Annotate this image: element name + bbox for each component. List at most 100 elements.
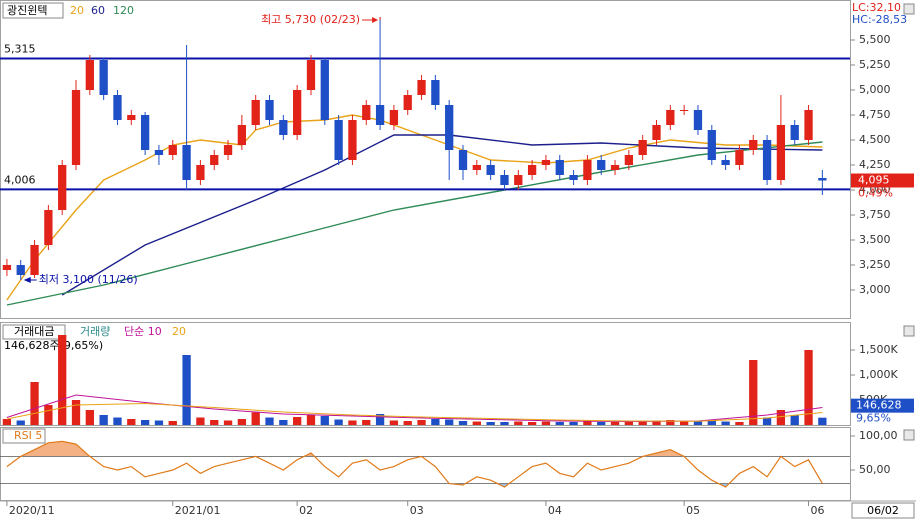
volume-bar <box>638 421 647 425</box>
candle-body <box>583 160 592 180</box>
volume-bar <box>680 421 689 425</box>
candle-body <box>417 80 426 95</box>
rsi-line <box>6 440 823 488</box>
y-tick-label: 1,000K <box>859 368 898 381</box>
rsi-title: RSI 5 <box>14 429 42 442</box>
volume-bar <box>624 421 634 425</box>
volume-bar <box>735 422 744 425</box>
volume-bar <box>182 355 191 425</box>
candle-body <box>58 165 67 210</box>
volume-title-box <box>2 324 66 340</box>
last-price: 4,095 <box>858 174 890 187</box>
moving-average <box>6 141 823 306</box>
price-change: 0,49% <box>858 187 893 200</box>
chart-title: 광진윈텍 <box>7 3 47 17</box>
legend-ma120: 120 <box>113 4 134 17</box>
candle-body <box>196 165 205 180</box>
cursor-date: 06/02 <box>867 504 899 517</box>
volume-bar <box>362 420 371 425</box>
volume-legend: 단순 10 <box>124 325 162 338</box>
price-panel <box>0 0 851 319</box>
y-tick-label: 50,00 <box>859 463 891 476</box>
volume-bar <box>472 421 481 425</box>
candle-body <box>541 160 551 165</box>
candle-body <box>445 105 454 150</box>
volume-legend: 20 <box>172 325 186 338</box>
moving-average <box>6 402 823 422</box>
candle-body <box>666 110 675 125</box>
volume-bar <box>569 422 578 425</box>
volume-bar <box>458 421 468 425</box>
moving-average <box>61 134 823 296</box>
volume-change: 9,65% <box>856 412 891 425</box>
low-arrowhead <box>23 277 31 283</box>
volume-bar <box>389 420 399 425</box>
candle-body <box>735 150 744 165</box>
y-tick-label: 3,750 <box>859 208 891 221</box>
horizontal-line-label: 4,006 <box>4 173 36 186</box>
volume-bar <box>113 417 122 425</box>
candle-body <box>597 160 606 170</box>
volume-bar <box>514 421 523 425</box>
candle-body <box>762 140 772 180</box>
volume-legend: 거래량 <box>80 325 110 338</box>
volume-bar <box>776 410 786 425</box>
x-tick-label: 03 <box>410 504 424 517</box>
candle-body <box>210 155 219 165</box>
low-annotation: 최저 3,100 (11/26) <box>39 273 138 286</box>
volume-bar <box>597 422 606 425</box>
candle-body <box>154 150 164 155</box>
volume-bar <box>790 415 799 425</box>
panel-button[interactable] <box>903 3 915 15</box>
candle-body <box>140 115 150 150</box>
candle-body <box>472 165 481 170</box>
candle-body <box>652 125 661 140</box>
legend-ma20: 20 <box>70 4 84 17</box>
volume-bar <box>30 382 39 425</box>
panel-button[interactable] <box>903 429 915 441</box>
candle-body <box>693 110 703 130</box>
y-tick-label: 4,250 <box>859 158 891 171</box>
volume-bar <box>140 420 150 425</box>
volume-bar <box>583 421 592 425</box>
x-tick-label: 04 <box>548 504 562 517</box>
candle-body <box>680 110 689 111</box>
last-volume: 146,628 <box>856 399 902 412</box>
candle-body <box>790 125 799 140</box>
panel-button[interactable] <box>903 325 915 337</box>
volume-bar <box>210 420 219 425</box>
x-tick-label: 02 <box>299 504 313 517</box>
y-tick-label: 1,500K <box>859 343 898 356</box>
x-tick-label: 05 <box>686 504 700 517</box>
y-tick-label: 3,500 <box>859 233 891 246</box>
candle-body <box>182 145 191 180</box>
volume-bar <box>555 422 564 425</box>
candle-body <box>486 165 495 175</box>
candle-body <box>403 95 412 110</box>
volume-bar <box>293 417 302 425</box>
candle-body <box>749 140 758 150</box>
candle-body <box>776 125 786 180</box>
candle-body <box>458 150 468 170</box>
candle-body <box>638 140 647 155</box>
candle-body <box>804 110 813 140</box>
candle-body <box>113 95 122 120</box>
candle-body <box>168 145 177 155</box>
volume-bar <box>279 420 288 425</box>
candle-body <box>334 120 343 160</box>
candle-body <box>265 100 274 120</box>
volume-bar <box>58 335 67 425</box>
volume-bar <box>431 419 440 425</box>
volume-bar <box>237 419 247 425</box>
volume-bar <box>223 420 233 425</box>
rsi-title-box <box>2 428 46 444</box>
volume-bar <box>168 421 177 425</box>
candle-body <box>71 90 81 165</box>
candle-body <box>818 178 827 181</box>
volume-bar <box>196 417 205 425</box>
title-box <box>2 2 64 19</box>
candle-body <box>527 165 537 175</box>
volume-bar <box>762 417 772 425</box>
y-tick-label: 3,000 <box>859 283 891 296</box>
